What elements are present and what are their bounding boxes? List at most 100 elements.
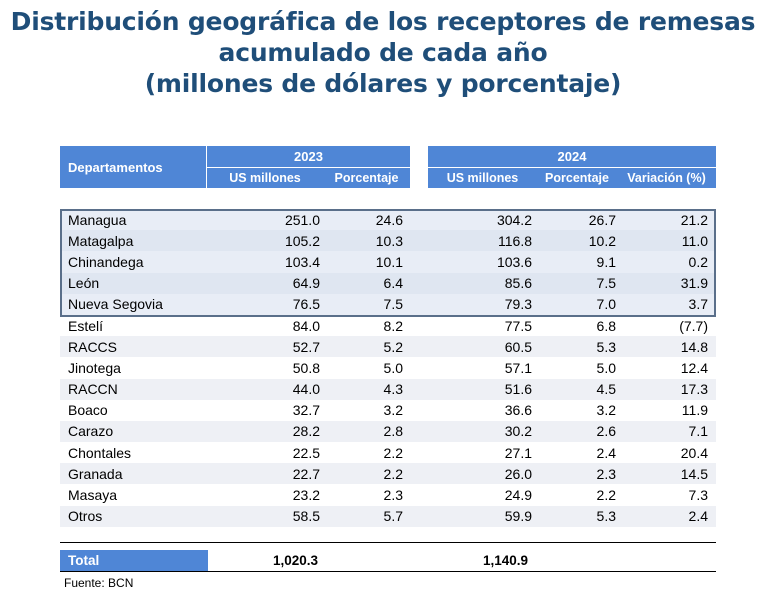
cell-usd-2023: 58.5 (292, 508, 320, 525)
cell-pct-2023: 2.2 (383, 444, 403, 461)
cell-pct-2023: 5.7 (383, 508, 403, 525)
cell-departamento: Otros (68, 508, 103, 525)
cell-pct-2023: 10.3 (375, 232, 403, 249)
cell-usd-2023: 44.0 (292, 381, 320, 398)
cell-usd-2023: 32.7 (292, 402, 320, 419)
table-row: Otros 58.5 5.7 59.9 5.3 2.4 (60, 505, 716, 527)
cell-departamento: León (68, 275, 100, 292)
total-value-2023: 1,020.3 (272, 553, 318, 568)
cell-variacion: 2.4 (688, 508, 708, 525)
cell-usd-2023: 251.0 (284, 211, 320, 228)
table-row: Boaco 32.7 3.2 36.6 3.2 11.9 (60, 400, 716, 421)
cell-pct-2024: 7.5 (596, 275, 616, 292)
cell-pct-2023: 7.5 (383, 296, 403, 313)
page-title: Distribución geográfica de los receptore… (0, 6, 766, 99)
cell-usd-2023: 22.7 (292, 465, 320, 482)
header-year-2023: 2023 (207, 146, 410, 168)
table-row: RACCS 52.7 5.2 60.5 5.3 14.8 (60, 336, 716, 358)
cell-pct-2024: 10.2 (588, 232, 616, 249)
cell-variacion: 11.9 (681, 402, 708, 419)
cell-variacion: 14.5 (680, 465, 708, 482)
cell-pct-2023: 5.0 (383, 359, 403, 376)
cell-departamento: Chinandega (68, 253, 144, 270)
cell-pct-2023: 2.2 (383, 465, 403, 482)
cell-pct-2024: 2.4 (596, 444, 616, 461)
header-gap (410, 146, 428, 188)
cell-pct-2024: 5.3 (596, 338, 616, 355)
cell-departamento: Matagalpa (68, 232, 134, 249)
cell-pct-2023: 2.8 (383, 423, 403, 440)
cell-departamento: Managua (68, 211, 127, 228)
cell-pct-2024: 5.3 (596, 508, 616, 525)
total-top-rule (60, 542, 716, 543)
cell-usd-2023: 76.5 (292, 296, 320, 313)
cell-usd-2024: 26.0 (504, 465, 532, 482)
cell-pct-2024: 2.6 (596, 423, 616, 440)
cell-variacion: 17.3 (680, 381, 708, 398)
cell-usd-2023: 22.5 (292, 444, 320, 461)
table-row: Carazo 28.2 2.8 30.2 2.6 7.1 (60, 420, 716, 443)
cell-departamento: Granada (68, 465, 123, 482)
cell-departamento: Jinotega (68, 359, 121, 376)
cell-pct-2023: 5.2 (383, 338, 403, 355)
cell-usd-2024: 116.8 (498, 232, 532, 249)
cell-variacion: 11.0 (681, 232, 708, 249)
header-usd-2024: US millones (428, 168, 537, 188)
cell-usd-2024: 30.2 (504, 423, 532, 440)
cell-departamento: Nueva Segovia (68, 296, 163, 313)
cell-variacion: 14.8 (680, 338, 708, 355)
cell-variacion: 20.4 (680, 444, 708, 461)
table-row: Granada 22.7 2.2 26.0 2.3 14.5 (60, 463, 716, 485)
cell-usd-2023: 28.2 (292, 423, 320, 440)
cell-usd-2024: 24.9 (504, 487, 532, 504)
table-row: Masaya 23.2 2.3 24.9 2.2 7.3 (60, 484, 716, 505)
cell-pct-2023: 2.3 (383, 487, 403, 504)
cell-usd-2024: 103.6 (496, 253, 532, 270)
cell-pct-2024: 7.0 (596, 296, 616, 313)
cell-usd-2024: 51.6 (504, 381, 532, 398)
cell-usd-2023: 84.0 (292, 317, 320, 334)
title-line-2: acumulado de cada año (218, 38, 548, 67)
cell-variacion: 12.4 (680, 359, 708, 376)
cell-usd-2024: 59.9 (504, 508, 532, 525)
cell-usd-2023: 64.9 (292, 275, 320, 292)
cell-variacion: (7.7) (679, 317, 708, 334)
total-label: Total (60, 550, 208, 571)
cell-usd-2024: 77.5 (504, 317, 532, 334)
header-departamentos: Departamentos (60, 146, 206, 188)
cell-usd-2024: 304.2 (496, 211, 532, 228)
cell-pct-2024: 6.8 (596, 317, 616, 334)
table-row: Managua 251.0 24.6 304.2 26.7 21.2 (60, 209, 716, 231)
cell-pct-2024: 9.1 (596, 253, 616, 270)
cell-usd-2024: 57.1 (504, 359, 532, 376)
cell-pct-2023: 8.2 (383, 317, 403, 334)
header-variacion: Variación (%) (617, 168, 716, 188)
cell-pct-2023: 24.6 (375, 211, 403, 228)
cell-pct-2023: 3.2 (383, 402, 403, 419)
cell-departamento: Boaco (68, 402, 108, 419)
cell-pct-2023: 6.4 (383, 275, 403, 292)
cell-pct-2023: 4.3 (383, 381, 403, 398)
cell-departamento: RACCS (68, 338, 118, 355)
cell-pct-2023: 10.1 (375, 253, 403, 270)
cell-variacion: 3.7 (688, 296, 708, 313)
cell-departamento: Estelí (68, 317, 104, 334)
cell-departamento: Chontales (68, 444, 132, 461)
table-row: RACCN 44.0 4.3 51.6 4.5 17.3 (60, 378, 716, 400)
cell-pct-2024: 5.0 (596, 359, 616, 376)
cell-pct-2024: 3.2 (596, 402, 616, 419)
cell-usd-2023: 105.2 (284, 232, 320, 249)
cell-departamento: Carazo (68, 423, 114, 440)
cell-pct-2024: 26.7 (588, 211, 616, 228)
cell-variacion: 21.2 (680, 211, 708, 228)
title-line-3: (millones de dólares y porcentaje) (144, 69, 622, 98)
cell-usd-2024: 79.3 (504, 296, 532, 313)
total-value-2024: 1,140.9 (482, 553, 528, 568)
cell-usd-2023: 52.7 (292, 338, 320, 355)
title-line-1: Distribución geográfica de los receptore… (10, 7, 756, 36)
cell-usd-2024: 60.5 (504, 338, 532, 355)
cell-usd-2024: 27.1 (504, 444, 532, 461)
table-row: Estelí 84.0 8.2 77.5 6.8 (7.7) (60, 315, 716, 336)
table-row: Chinandega 103.4 10.1 103.6 9.1 0.2 (60, 251, 716, 273)
cell-variacion: 7.3 (688, 487, 708, 504)
